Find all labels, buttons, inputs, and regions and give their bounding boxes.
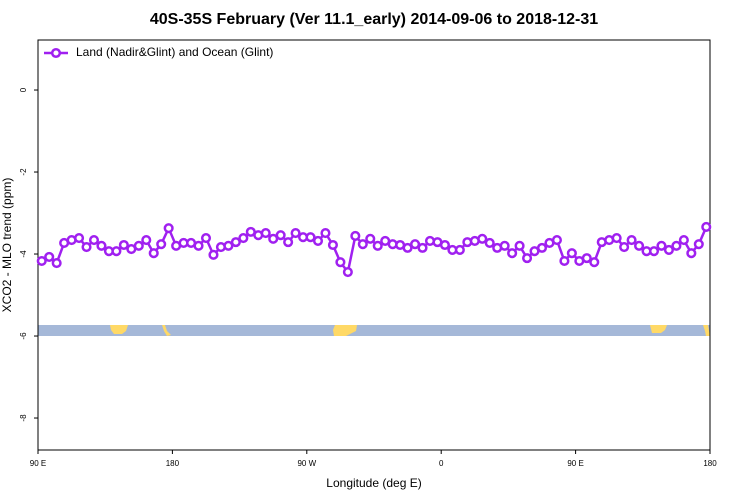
- point: [238, 232, 249, 244]
- point: [663, 244, 674, 255]
- y-tick-label: 0: [19, 87, 28, 92]
- point: [611, 232, 622, 244]
- x-axis-label: Longitude (deg E): [326, 476, 421, 490]
- point: [350, 230, 361, 242]
- point: [357, 239, 368, 250]
- point: [335, 257, 346, 268]
- point: [686, 248, 697, 259]
- ocean-band: [38, 325, 710, 336]
- point: [342, 267, 353, 278]
- x-tick-label: 90 E: [567, 459, 583, 468]
- land: [110, 325, 128, 334]
- land: [650, 325, 667, 333]
- point: [634, 240, 645, 251]
- point: [701, 221, 712, 233]
- point: [678, 235, 689, 246]
- point: [156, 239, 167, 250]
- point: [81, 242, 92, 253]
- y-tick-label: -6: [19, 332, 28, 340]
- point: [477, 233, 488, 244]
- point: [417, 242, 428, 253]
- point: [36, 255, 47, 267]
- point: [312, 235, 324, 246]
- point: [118, 239, 129, 251]
- point: [551, 235, 562, 246]
- land: [703, 325, 710, 336]
- point: [88, 235, 100, 246]
- point: [327, 239, 338, 251]
- point: [619, 242, 630, 253]
- point: [410, 239, 421, 250]
- point: [454, 244, 465, 255]
- point: [44, 251, 55, 262]
- x-tick-label: 90 W: [297, 459, 316, 468]
- point: [581, 253, 592, 264]
- point: [656, 240, 667, 251]
- point: [372, 240, 383, 251]
- land: [162, 325, 171, 336]
- point: [268, 233, 279, 244]
- point: [559, 255, 570, 267]
- point: [111, 246, 122, 257]
- plot-frame: [37, 39, 711, 451]
- point: [200, 232, 212, 244]
- y-tick-label: -4: [19, 250, 28, 258]
- point: [499, 240, 510, 251]
- x-tick-label: 180: [166, 459, 180, 468]
- point: [671, 240, 682, 251]
- legend-marker: [50, 47, 62, 59]
- land-strip: [38, 325, 710, 336]
- point: [484, 237, 495, 248]
- point: [566, 248, 577, 259]
- point: [260, 228, 271, 239]
- point: [320, 228, 331, 239]
- point: [96, 240, 107, 251]
- point: [522, 253, 533, 264]
- point: [626, 235, 637, 246]
- point: [402, 242, 413, 253]
- point: [163, 223, 174, 234]
- chart-title: 40S-35S February (Ver 11.1_early) 2014-0…: [150, 11, 598, 28]
- y-tick-label: -2: [19, 168, 28, 176]
- land: [333, 325, 357, 336]
- point: [507, 248, 518, 259]
- legend-label: Land (Nadir&Glint) and Ocean (Glint): [76, 45, 273, 59]
- point: [275, 230, 286, 241]
- point: [141, 235, 152, 246]
- point: [305, 232, 316, 243]
- point: [223, 240, 234, 251]
- point: [51, 257, 62, 269]
- point: [230, 237, 241, 248]
- point: [536, 242, 548, 253]
- point: [74, 232, 85, 244]
- point: [648, 246, 660, 257]
- point: [208, 249, 219, 260]
- point: [290, 228, 301, 239]
- point: [439, 239, 450, 251]
- x-tick-label: 90 E: [30, 459, 46, 468]
- point: [514, 240, 525, 251]
- x-tick-label: 180: [703, 459, 717, 468]
- point: [589, 257, 600, 268]
- point: [193, 240, 204, 251]
- point: [365, 233, 376, 244]
- point: [148, 248, 159, 259]
- y-axis-label: XCO2 - MLO trend (ppm): [0, 178, 14, 313]
- y-tick-label: -8: [19, 414, 28, 422]
- point: [693, 239, 704, 250]
- point: [133, 240, 144, 251]
- x-tick-label: 0: [439, 459, 444, 468]
- point: [283, 237, 294, 248]
